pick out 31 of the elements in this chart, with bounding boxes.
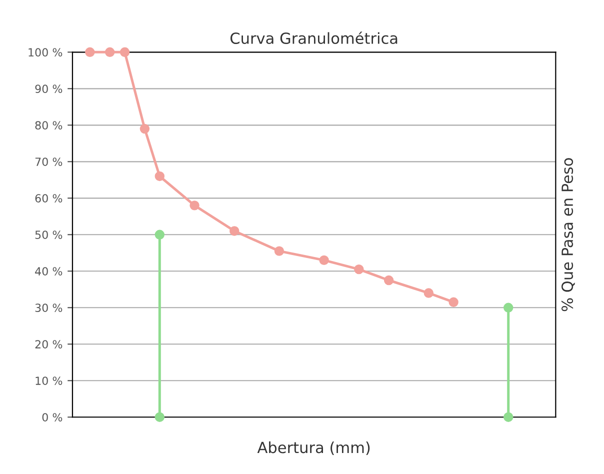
y-tick-label: 30 % <box>35 304 62 312</box>
point <box>384 275 394 286</box>
point <box>274 246 284 256</box>
y-tick-label: 10 % <box>36 376 62 385</box>
point <box>140 124 150 134</box>
y-tick-label: 50 % <box>35 230 62 240</box>
y-axis-title: % Que Pasa en Peso <box>562 158 575 312</box>
point <box>104 47 115 57</box>
y-tick-label: 80 % <box>35 121 62 130</box>
point <box>354 264 364 274</box>
y-tick-label: 0 % <box>42 413 62 422</box>
point <box>503 412 514 422</box>
point <box>120 47 130 57</box>
y-tick-label: 40 % <box>35 267 62 276</box>
y-tick-label: 100 % <box>28 48 62 57</box>
point <box>448 297 458 308</box>
point <box>230 226 240 236</box>
point <box>190 200 200 210</box>
point <box>424 288 434 298</box>
y-tick-label: 60 % <box>35 194 62 203</box>
x-axis-title: Abertura (mm) <box>257 441 370 456</box>
point <box>154 230 165 240</box>
point <box>154 412 165 422</box>
chart-title: Curva Granulométrica <box>230 32 398 44</box>
point <box>503 302 514 312</box>
point <box>319 255 329 266</box>
point <box>154 171 165 182</box>
point <box>85 47 95 57</box>
y-tick-label: 90 % <box>35 84 62 94</box>
y-tick-label: 70 % <box>35 158 62 166</box>
y-tick-label: 20 % <box>35 340 62 349</box>
